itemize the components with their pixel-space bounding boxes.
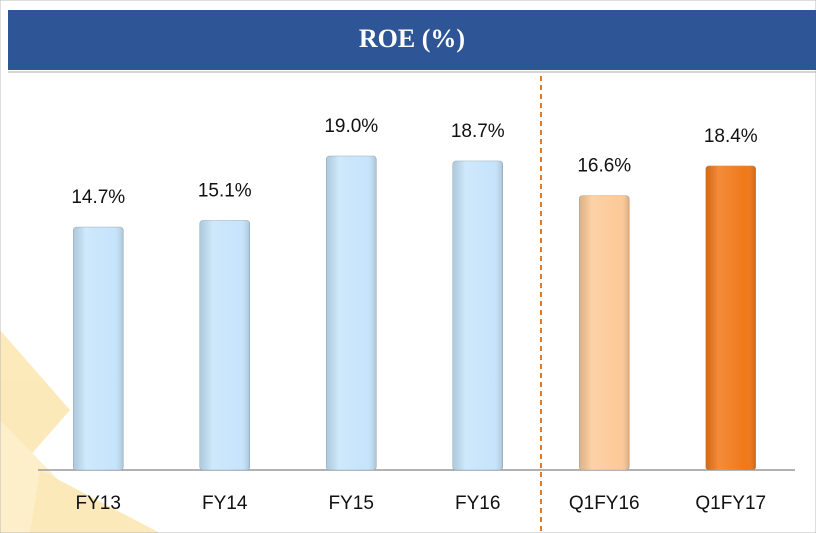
bar-shade — [579, 195, 630, 471]
x-tick-label: FY16 — [455, 493, 500, 514]
bar-shade — [199, 220, 250, 470]
value-label: 14.7% — [71, 187, 125, 208]
background-decoration — [0, 330, 160, 533]
bar-shade — [452, 160, 503, 471]
value-label: 18.4% — [704, 126, 758, 147]
x-tick-label: FY13 — [76, 493, 121, 514]
bar-shade — [705, 165, 756, 471]
x-tick-label: FY14 — [202, 493, 248, 514]
value-label: 18.7% — [451, 121, 505, 142]
value-label: 15.1% — [198, 180, 252, 201]
bar-shade — [326, 156, 377, 470]
x-tick-label: FY15 — [329, 493, 374, 514]
chart-title: ROE (%) — [359, 24, 465, 53]
value-label: 19.0% — [324, 116, 378, 137]
x-tick-label: Q1FY16 — [569, 493, 640, 514]
value-label: 16.6% — [577, 156, 631, 177]
x-tick-label: Q1FY17 — [695, 493, 766, 514]
bar-shade — [73, 227, 124, 470]
header-band — [8, 10, 816, 70]
